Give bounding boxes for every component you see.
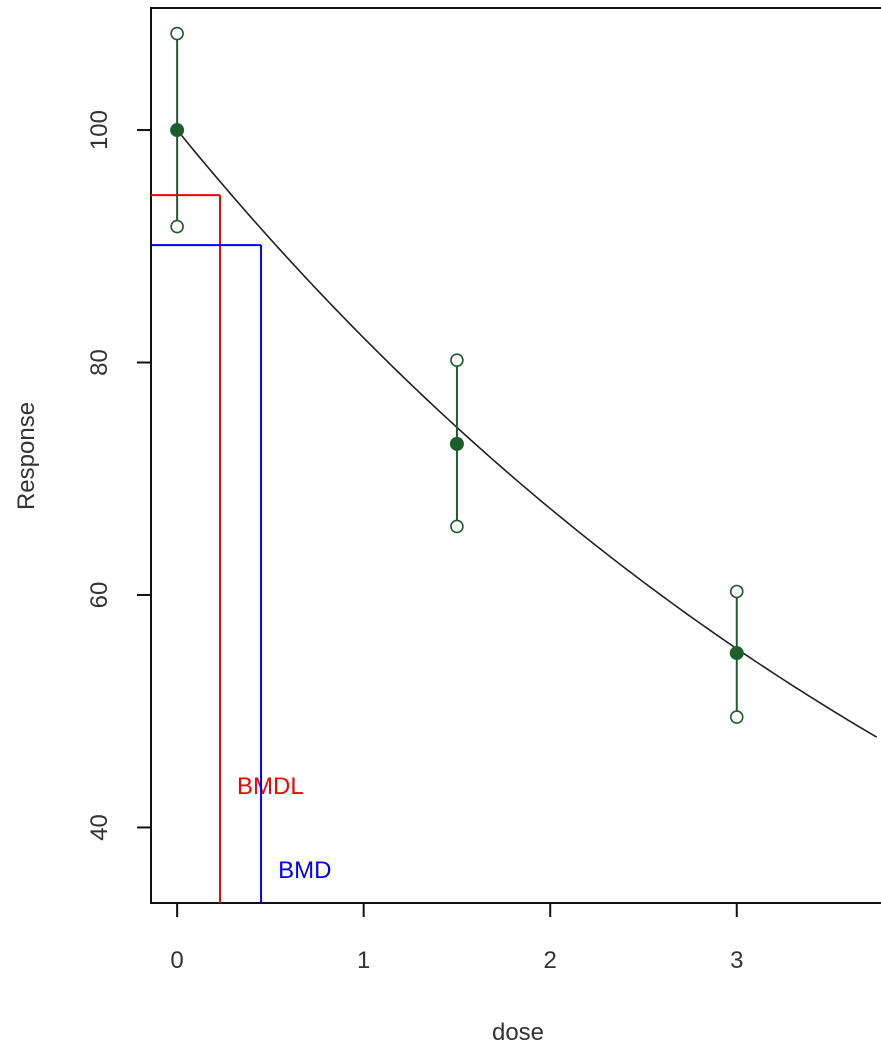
mean-point-1: [449, 436, 464, 451]
y-axis: 40 60 80 100: [86, 110, 152, 841]
y-axis-title: Response: [13, 402, 40, 510]
x-tick-label-1: 1: [357, 947, 370, 974]
fitted-curve: [176, 129, 878, 738]
y-tick-label-2: 80: [86, 349, 113, 376]
bmd-label: BMD: [278, 857, 331, 884]
x-tick-label-0: 0: [170, 947, 183, 974]
lower-bound-point-0: [170, 219, 184, 234]
x-tick-label-2: 2: [544, 947, 557, 974]
y-tick-label-1: 60: [86, 582, 113, 609]
lower-bound-point-1: [450, 519, 464, 534]
x-tick-label-3: 3: [730, 947, 743, 974]
x-axis-title: dose: [492, 1019, 544, 1046]
upper-bound-point-1: [450, 353, 464, 367]
benchmark-lines: BMDL BMD: [151, 194, 331, 903]
mean-point-2: [729, 646, 744, 661]
y-tick-label-3: 100: [86, 110, 113, 150]
y-tick-label-0: 40: [86, 814, 113, 841]
upper-bound-point-2: [729, 584, 744, 599]
bmdl-label: BMDL: [237, 773, 304, 800]
x-axis: 0 1 2 3: [170, 902, 743, 974]
observations: [170, 26, 744, 724]
lower-bound-point-2: [729, 710, 744, 724]
upper-bound-point-0: [170, 26, 184, 41]
mean-point-0: [170, 123, 185, 138]
